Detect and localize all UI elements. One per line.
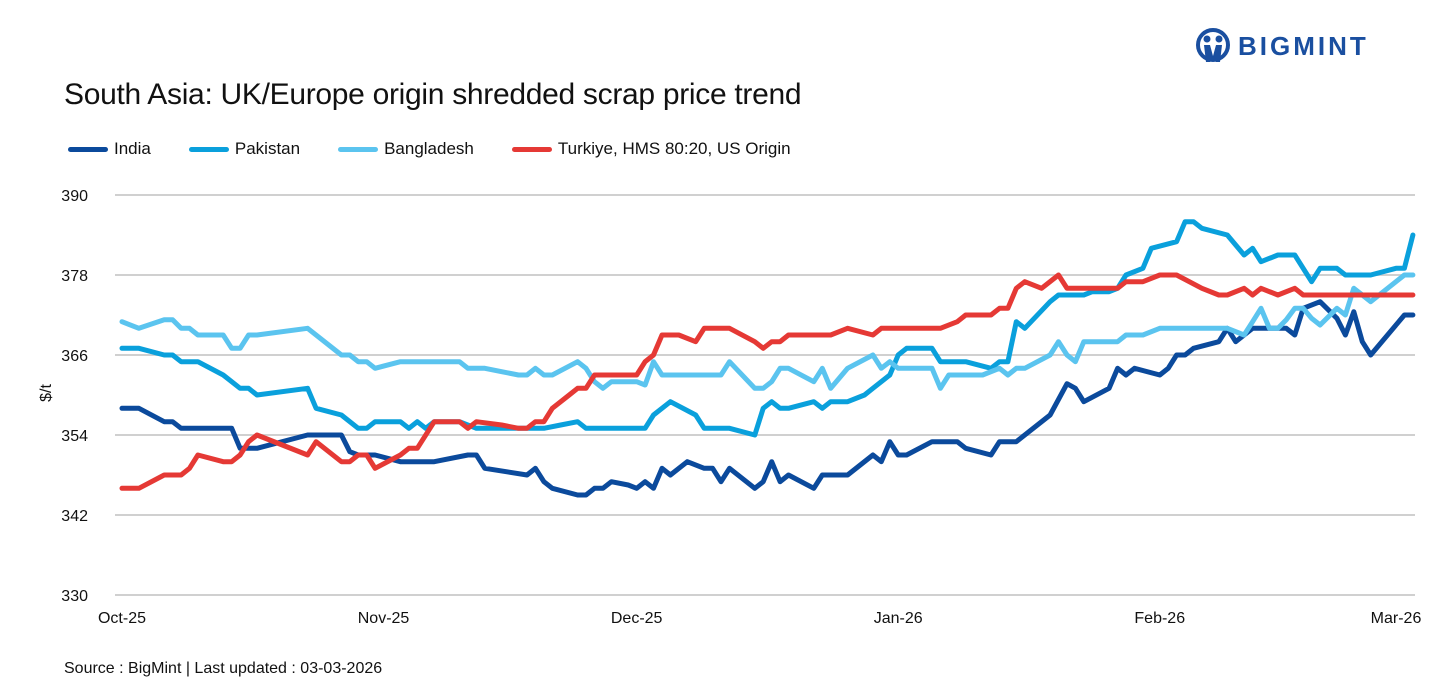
legend-swatch (338, 146, 379, 152)
series-line-turkiye (119, 272, 1416, 491)
source-note: Source : BigMint | Last updated : 03-03-… (64, 660, 383, 677)
y-tick-label: 330 (61, 588, 88, 605)
legend-item-pakistan: Pakistan (188, 139, 301, 159)
series-lines (119, 219, 1416, 498)
x-tick-label: Nov-25 (358, 610, 410, 627)
x-tick-label: Feb-26 (1134, 610, 1185, 627)
legend: India Pakistan Bangladesh Turkiye, HMS 8… (68, 139, 829, 159)
x-tick-label: Mar-26 (1371, 610, 1422, 627)
bigmint-logo-text: BIGMINT (1238, 30, 1369, 61)
x-tick-label: Dec-25 (611, 610, 663, 627)
x-tick-label: Jan-26 (874, 610, 923, 627)
y-tick-label: 342 (61, 508, 88, 525)
y-tick-labels: 330 342 354 366 378 390 (61, 188, 88, 605)
chart-title: South Asia: UK/Europe origin shredded sc… (64, 78, 802, 111)
legend-label: Bangladesh (384, 139, 474, 158)
series-line-bangladesh (119, 272, 1416, 391)
legend-label: Pakistan (234, 139, 301, 158)
legend-item-bangladesh: Bangladesh (338, 139, 474, 159)
legend-swatch (188, 146, 229, 152)
legend-swatch (511, 146, 552, 152)
y-tick-label: 354 (61, 428, 88, 445)
bigmint-logo-icon (1196, 28, 1230, 62)
legend-item-turkiye: Turkiye, HMS 80:20, US Origin (511, 139, 791, 159)
legend-swatch (68, 146, 108, 152)
x-tick-labels: Oct-25 Nov-25 Dec-25 Jan-26 Feb-26 Mar-26 (98, 610, 1421, 627)
y-axis-label: $/t (37, 384, 55, 402)
legend-label: Turkiye, HMS 80:20, US Origin (557, 139, 791, 158)
bigmint-logo: BIGMINT (1196, 28, 1369, 64)
x-tick-label: Oct-25 (98, 610, 146, 627)
series-line-india (119, 299, 1416, 498)
series-line-pakistan (119, 219, 1416, 438)
legend-label: India (114, 139, 151, 158)
legend-item-india: India (68, 139, 151, 159)
y-tick-label: 378 (61, 268, 88, 285)
y-tick-label: 366 (61, 348, 88, 365)
y-tick-label: 390 (61, 188, 88, 205)
